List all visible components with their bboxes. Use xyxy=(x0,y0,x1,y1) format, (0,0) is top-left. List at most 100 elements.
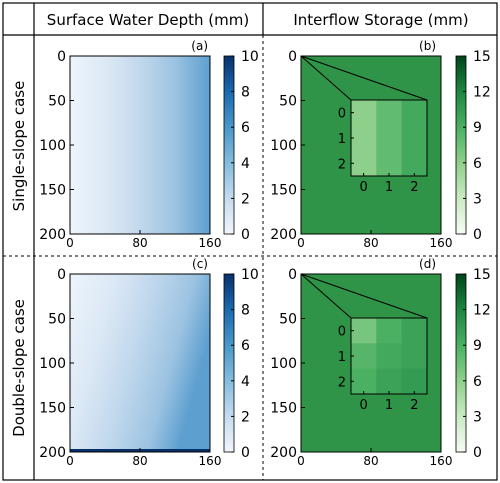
panel-c-colorbar-label: 10 xyxy=(241,267,259,283)
panel-a-colorbar-label: 2 xyxy=(241,191,250,207)
panel-a-ytick-label: 100 xyxy=(39,138,66,154)
panel-c-colorbar-label: 2 xyxy=(241,409,250,425)
panel-b-colorbar-label: 3 xyxy=(473,191,482,207)
panel-d-inset-cell xyxy=(376,318,402,344)
panel-d-inset-cell xyxy=(376,343,402,369)
panel-c-ytick-label: 150 xyxy=(39,401,66,417)
panel-d-ytick-label: 200 xyxy=(270,445,297,461)
panel-a-label: (a) xyxy=(191,39,208,53)
panel-a-ytick-label: 150 xyxy=(39,183,66,199)
panel-d-inset-xtick-label: 2 xyxy=(410,398,418,413)
panel-a-xtick-label: 80 xyxy=(132,236,147,250)
panel-d-ytick-label: 150 xyxy=(270,401,297,417)
panel-a-colorbar xyxy=(223,55,235,235)
panel-c-ytick-label: 50 xyxy=(48,312,66,328)
panel-c-xtick-label: 80 xyxy=(132,454,147,468)
panel-b-zoom-line-1 xyxy=(300,55,352,101)
panel-d-colorbar-label: 9 xyxy=(473,338,482,354)
panel-b-colorbar-label: 9 xyxy=(473,120,482,136)
panel-b-inset-cell xyxy=(376,100,402,126)
panel-c-ytick-label: 200 xyxy=(39,445,66,461)
panel-a-y-axis: 0 50 100 150 200 xyxy=(39,49,74,243)
panel-b-colorbar xyxy=(455,55,467,235)
panel-b-colorbar-label: 15 xyxy=(473,49,491,65)
panel-b-y-axis: 0 50 100 150 200 xyxy=(270,49,305,243)
panel-b-colorbar-ticks: 0 3 6 9 12 15 xyxy=(463,49,491,243)
panel-b-inset-ytick-label: 2 xyxy=(338,157,346,172)
panel-a-ytick-label: 200 xyxy=(39,227,66,243)
panel-d-inset-cell xyxy=(351,343,377,369)
panel-d-inset-cell xyxy=(351,318,377,344)
panel-c-x-axis: 0 80 160 xyxy=(66,448,221,468)
panel-b-inset-xtick-label: 1 xyxy=(385,180,393,195)
panel-b-inset-ytick-label: 0 xyxy=(338,107,346,122)
column-header-interflow: Interflow Storage (mm) xyxy=(293,11,468,29)
panel-d-inset-cell xyxy=(351,368,377,395)
panel-a: (a) 0 50 100 150 200 0 80 160 0 2 4 6 8 10 xyxy=(39,39,259,250)
column-header-surface-water: Surface Water Depth (mm) xyxy=(47,11,249,29)
panel-d-xtick-label: 160 xyxy=(430,454,453,468)
panel-c-xtick-label: 0 xyxy=(66,454,74,468)
panel-d-inset-xtick-label: 0 xyxy=(360,398,368,413)
panel-b-inset-cell xyxy=(401,125,428,151)
panel-c-ytick-label: 0 xyxy=(57,267,66,283)
panel-c-y-axis: 0 50 100 150 200 xyxy=(39,267,74,461)
panel-d-inset-ytick-label: 0 xyxy=(338,325,346,340)
panel-a-colorbar-label: 6 xyxy=(241,120,250,136)
panel-c-colorbar xyxy=(223,273,235,453)
panel-b-colorbar-label: 6 xyxy=(473,156,482,172)
panel-d-ytick-label: 0 xyxy=(288,267,297,283)
panel-c-colorbar-label: 6 xyxy=(241,338,250,354)
panel-b-zoom-line-2 xyxy=(300,55,428,101)
panel-d-colorbar xyxy=(455,273,467,453)
panel-c-xtick-label: 160 xyxy=(199,454,222,468)
panel-d-inset-ytick-label: 1 xyxy=(338,350,346,365)
panel-d-colorbar-label: 0 xyxy=(473,445,482,461)
panel-c-heatmap xyxy=(70,274,210,452)
panel-b-inset-cell xyxy=(351,125,377,151)
panel-d-x-axis: 0 80 160 xyxy=(297,448,452,468)
panel-b-inset-xtick-label: 0 xyxy=(360,180,368,195)
panel-b-inset-cell xyxy=(351,150,377,177)
panel-b-ytick-label: 0 xyxy=(288,49,297,65)
panel-d-inset-xtick-label: 1 xyxy=(385,398,393,413)
panel-b-inset-cell xyxy=(401,150,428,177)
panel-a-colorbar-label: 10 xyxy=(241,49,259,65)
panel-a-colorbar-label: 8 xyxy=(241,85,250,101)
panel-d-xtick-label: 0 xyxy=(297,454,305,468)
panel-a-ytick-label: 0 xyxy=(57,49,66,65)
panel-d-colorbar-label: 3 xyxy=(473,409,482,425)
panel-b-label: (b) xyxy=(419,39,436,53)
panel-d-inset-cell xyxy=(401,318,428,344)
panel-a-colorbar-label: 0 xyxy=(241,227,250,243)
panel-a-x-axis: 0 80 160 xyxy=(66,230,221,250)
panel-d-zoom-line-2 xyxy=(300,273,428,319)
panel-c-label: (c) xyxy=(192,257,208,271)
panel-b-inset-ytick-label: 1 xyxy=(338,132,346,147)
panel-a-colorbar-ticks: 0 2 4 6 8 10 xyxy=(231,49,259,243)
panel-d-inset-cell xyxy=(401,368,428,395)
panel-d-inset-cell xyxy=(376,368,402,395)
panel-c-colorbar-ticks: 0 2 4 6 8 10 xyxy=(231,267,259,461)
panel-c-colorbar-label: 4 xyxy=(241,374,250,390)
panel-d-inset-ytick-label: 2 xyxy=(338,375,346,390)
panel-b-xtick-label: 80 xyxy=(363,236,378,250)
panel-b-ytick-label: 200 xyxy=(270,227,297,243)
panel-b-xtick-label: 0 xyxy=(297,236,305,250)
panel-d-ytick-label: 100 xyxy=(270,356,297,372)
panel-d-colorbar-label: 15 xyxy=(473,267,491,283)
panel-b-inset-cell xyxy=(376,150,402,177)
panel-c-colorbar-label: 0 xyxy=(241,445,250,461)
panel-c-ytick-label: 100 xyxy=(39,356,66,372)
panel-d-xtick-label: 80 xyxy=(363,454,378,468)
panel-d-inset-cell xyxy=(401,343,428,369)
panel-d-y-axis: 0 50 100 150 200 xyxy=(270,267,305,461)
panel-d-colorbar-ticks: 0 3 6 9 12 15 xyxy=(463,267,491,461)
panel-b-inset-xtick-label: 2 xyxy=(410,180,418,195)
